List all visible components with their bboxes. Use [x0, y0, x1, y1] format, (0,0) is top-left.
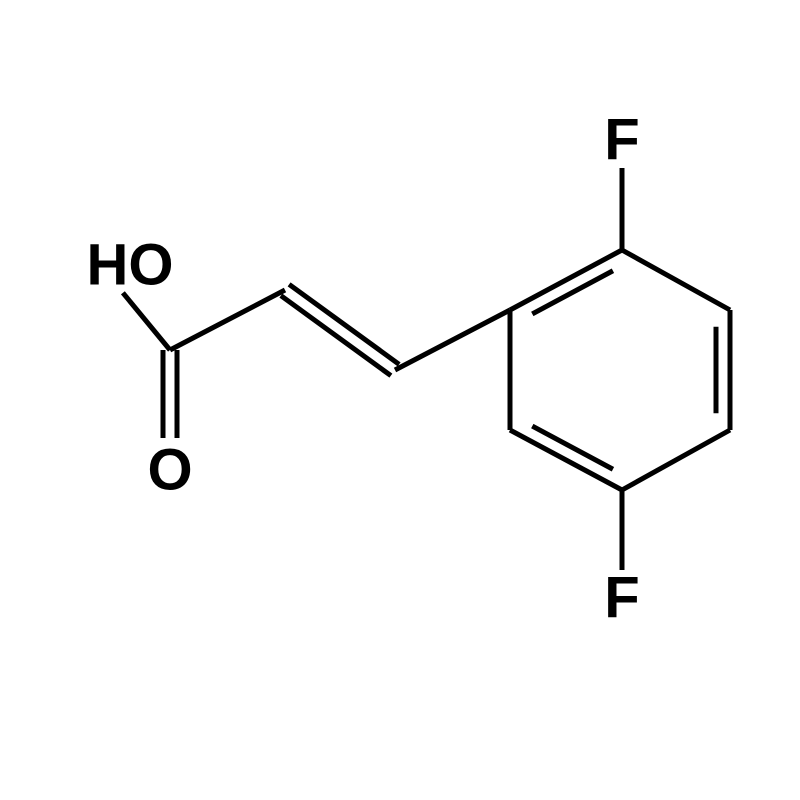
atom-label-F_bot: F	[604, 566, 639, 631]
atom-label-O_oh: HO	[87, 233, 174, 298]
atom-label-O_dbl: O	[147, 438, 192, 503]
bonds-layer	[123, 168, 730, 570]
molecule-diagram: HO O F F	[0, 0, 800, 800]
labels-layer: HO O F F	[87, 108, 640, 631]
atom-label-F_top: F	[604, 108, 639, 173]
